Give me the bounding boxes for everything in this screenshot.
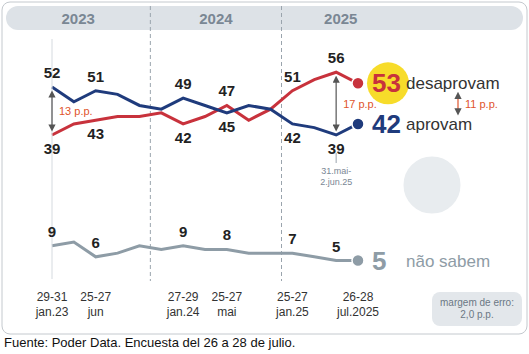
svg-text:7: 7 <box>288 230 296 247</box>
svg-text:27-29jan.24: 27-29jan.24 <box>166 290 200 319</box>
svg-text:5: 5 <box>372 246 386 276</box>
svg-text:53: 53 <box>372 68 401 98</box>
svg-text:29-31jan.23: 29-31jan.23 <box>35 290 69 319</box>
svg-text:51: 51 <box>87 68 104 85</box>
svg-text:47: 47 <box>219 82 236 99</box>
svg-text:17 p.p.: 17 p.p. <box>343 98 377 110</box>
svg-text:desaprovam: desaprovam <box>406 74 500 93</box>
svg-text:31.mai-2.jun.25: 31.mai-2.jun.25 <box>320 166 352 187</box>
svg-text:2023: 2023 <box>61 10 94 27</box>
svg-text:margem de erro:2,0 p.p.: margem de erro:2,0 p.p. <box>440 297 514 320</box>
svg-text:5: 5 <box>332 238 340 255</box>
svg-text:6: 6 <box>92 234 100 251</box>
svg-text:25-27jun: 25-27jun <box>80 290 111 319</box>
svg-text:2024: 2024 <box>199 10 233 27</box>
svg-text:52: 52 <box>44 64 61 81</box>
svg-text:25-27mai: 25-27mai <box>212 290 243 319</box>
svg-text:42: 42 <box>284 129 301 146</box>
svg-text:8: 8 <box>223 226 231 243</box>
svg-text:9: 9 <box>48 223 56 240</box>
svg-text:9: 9 <box>179 223 187 240</box>
svg-text:2025: 2025 <box>324 10 357 27</box>
svg-text:Fuente: Poder Data. Encuesta d: Fuente: Poder Data. Encuesta del 26 a 28… <box>4 335 295 350</box>
svg-text:39: 39 <box>44 140 61 157</box>
svg-text:25-27jan.25: 25-27jan.25 <box>275 290 309 319</box>
svg-text:13 p.p.: 13 p.p. <box>59 105 93 117</box>
svg-text:42: 42 <box>175 129 192 146</box>
svg-text:56: 56 <box>328 49 345 66</box>
svg-text:aprovam: aprovam <box>406 115 472 134</box>
svg-text:49: 49 <box>175 75 192 92</box>
svg-text:não sabem: não sabem <box>406 252 490 271</box>
svg-text:42: 42 <box>372 109 401 139</box>
svg-text:39: 39 <box>328 140 345 157</box>
svg-text:45: 45 <box>219 118 236 135</box>
svg-text:11 p.p.: 11 p.p. <box>465 98 498 110</box>
svg-text:51: 51 <box>284 68 301 85</box>
svg-text:43: 43 <box>87 125 104 142</box>
svg-text:26-28jul.2025: 26-28jul.2025 <box>336 290 379 319</box>
